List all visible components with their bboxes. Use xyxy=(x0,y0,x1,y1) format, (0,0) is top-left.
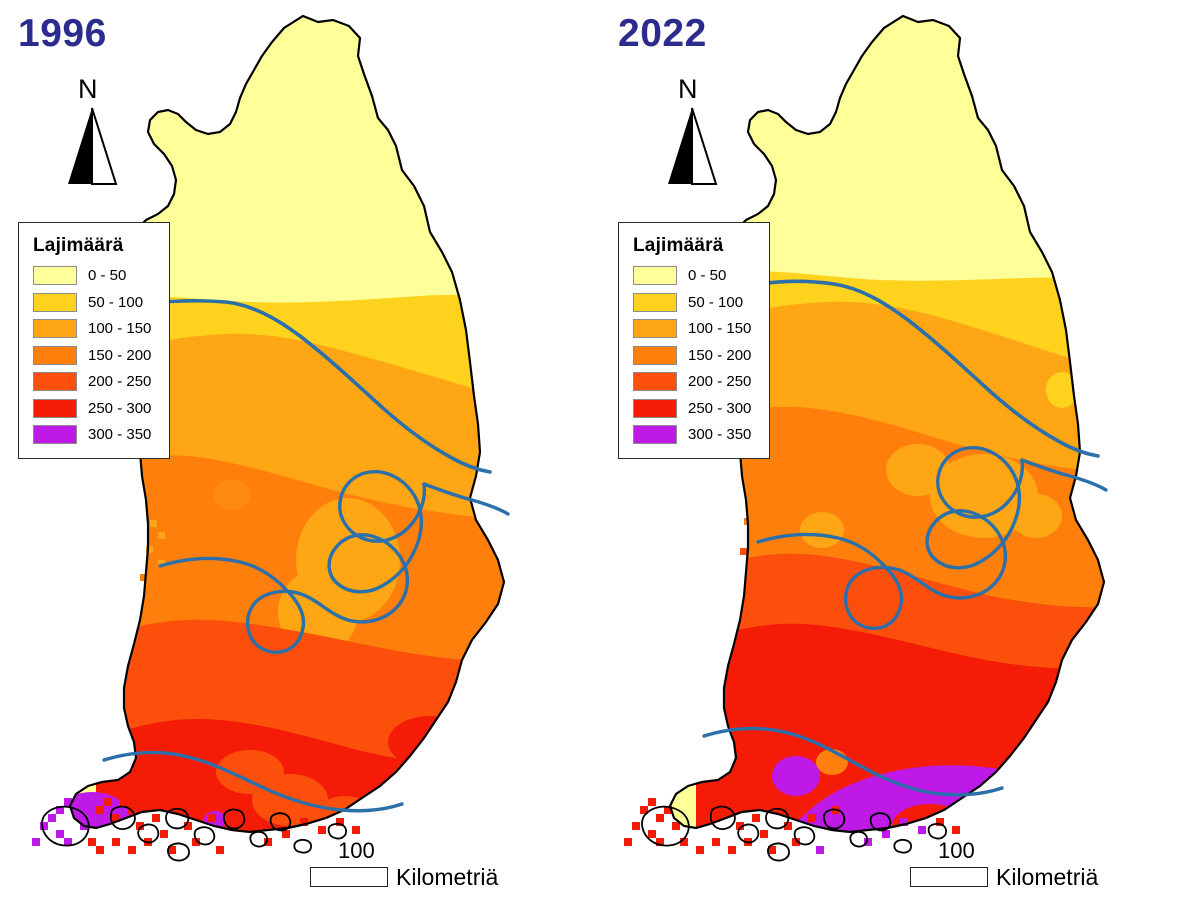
north-arrow-label: N xyxy=(678,74,698,104)
legend-item-label: 0 - 50 xyxy=(88,267,127,284)
legend-item: 50 - 100 xyxy=(633,291,759,314)
legend-2022: Lajimäärä 0 - 50 50 - 100 100 - 150 150 … xyxy=(618,222,770,459)
legend-swatch xyxy=(633,266,677,285)
legend-title: Lajimäärä xyxy=(33,235,124,256)
scale-bar-2022: 100 Kilometriä xyxy=(910,838,1160,894)
panel-title-1996: 1996 xyxy=(18,12,107,55)
legend-swatch xyxy=(633,398,677,418)
finland-border-1996 xyxy=(68,14,506,834)
bio-boundary-line-1996-north xyxy=(146,298,492,474)
legend-item-label: 200 - 250 xyxy=(688,373,752,390)
north-arrow-2022: N xyxy=(662,74,740,188)
bio-boundary-line-2022-lakes xyxy=(756,446,1025,630)
legend-1996: Lajimäärä 0 - 50 50 - 100 100 - 150 150 … xyxy=(18,222,170,459)
bio-boundary-line-1996-lakes xyxy=(158,470,427,654)
legend-item-label: 250 - 300 xyxy=(88,399,152,417)
scale-bar-box xyxy=(910,867,988,887)
legend-swatch xyxy=(633,292,677,312)
archipelago-outlines-2022 xyxy=(641,805,947,862)
legend-item: 250 - 300 xyxy=(633,397,759,420)
legend-item-label: 100 - 150 xyxy=(88,320,152,337)
legend-swatch xyxy=(633,372,677,391)
legend-swatch xyxy=(33,345,77,365)
legend-item: 150 - 200 xyxy=(633,344,759,367)
north-arrow-1996: N xyxy=(62,74,140,188)
scale-bar-value: 100 xyxy=(338,838,375,863)
legend-item: 200 - 250 xyxy=(633,370,759,393)
legend-item-label: 300 - 350 xyxy=(88,426,152,443)
legend-swatch xyxy=(33,398,77,418)
legend-item: 300 - 350 xyxy=(633,423,759,446)
legend-item: 250 - 300 xyxy=(33,397,159,420)
map-panel-2022: 2022 N Lajimäärä 0 - 50 50 - 100 100 - 1… xyxy=(600,0,1200,898)
scale-bar-unit: Kilometriä xyxy=(396,864,499,890)
finland-map-1996 xyxy=(32,14,510,862)
archipelago-outlines-1996 xyxy=(41,805,347,862)
bio-boundary-line-1996-south xyxy=(102,750,404,813)
legend-item-label: 50 - 100 xyxy=(688,293,744,311)
legend-item-label: 250 - 300 xyxy=(688,399,752,417)
legend-swatch xyxy=(633,319,677,338)
north-arrow-glyph xyxy=(668,107,718,185)
legend-swatch xyxy=(33,292,77,312)
legend-item-label: 150 - 200 xyxy=(688,346,752,364)
map-panel-1996: 1996 N Lajimäärä 0 - 50 50 - 100 100 - 1… xyxy=(18,12,560,894)
scale-bar-box xyxy=(310,867,388,887)
bio-boundary-line-2022-north xyxy=(746,279,1100,458)
scale-bar-unit: Kilometriä xyxy=(996,864,1099,890)
legend-item-label: 200 - 250 xyxy=(88,373,152,390)
legend-item-label: 100 - 150 xyxy=(688,320,752,337)
north-arrow-label: N xyxy=(78,74,98,104)
legend-item: 100 - 150 xyxy=(633,317,759,340)
bio-boundary-line-2022-south xyxy=(702,726,1004,797)
finland-border-2022 xyxy=(668,14,1106,834)
panel-title-2022: 2022 xyxy=(618,12,707,55)
legend-item-label: 50 - 100 xyxy=(88,293,144,311)
north-arrow-glyph xyxy=(68,107,118,185)
legend-item-label: 150 - 200 xyxy=(88,346,152,364)
legend-item: 200 - 250 xyxy=(33,370,159,393)
legend-swatch xyxy=(633,425,677,444)
legend-swatch xyxy=(33,425,77,444)
legend-title: Lajimäärä xyxy=(633,235,724,256)
legend-swatch xyxy=(33,319,77,338)
legend-item: 50 - 100 xyxy=(33,291,159,314)
legend-swatch xyxy=(633,345,677,365)
legend-item-label: 0 - 50 xyxy=(688,267,727,284)
bio-boundary-line-1996-east xyxy=(422,482,510,516)
coastal-raster-cells-2022 xyxy=(624,490,960,854)
legend-item: 150 - 200 xyxy=(33,344,159,367)
legend-item: 300 - 350 xyxy=(33,423,159,446)
legend-item: 0 - 50 xyxy=(33,264,159,287)
legend-item: 100 - 150 xyxy=(33,317,159,340)
legend-item: 0 - 50 xyxy=(633,264,759,287)
scale-bar-1996: 100 Kilometriä xyxy=(310,838,560,894)
bio-boundary-line-2022-east xyxy=(1020,458,1108,492)
legend-swatch xyxy=(33,372,77,391)
legend-item-label: 300 - 350 xyxy=(688,426,752,443)
legend-swatch xyxy=(33,266,77,285)
scale-bar-value: 100 xyxy=(938,838,975,863)
